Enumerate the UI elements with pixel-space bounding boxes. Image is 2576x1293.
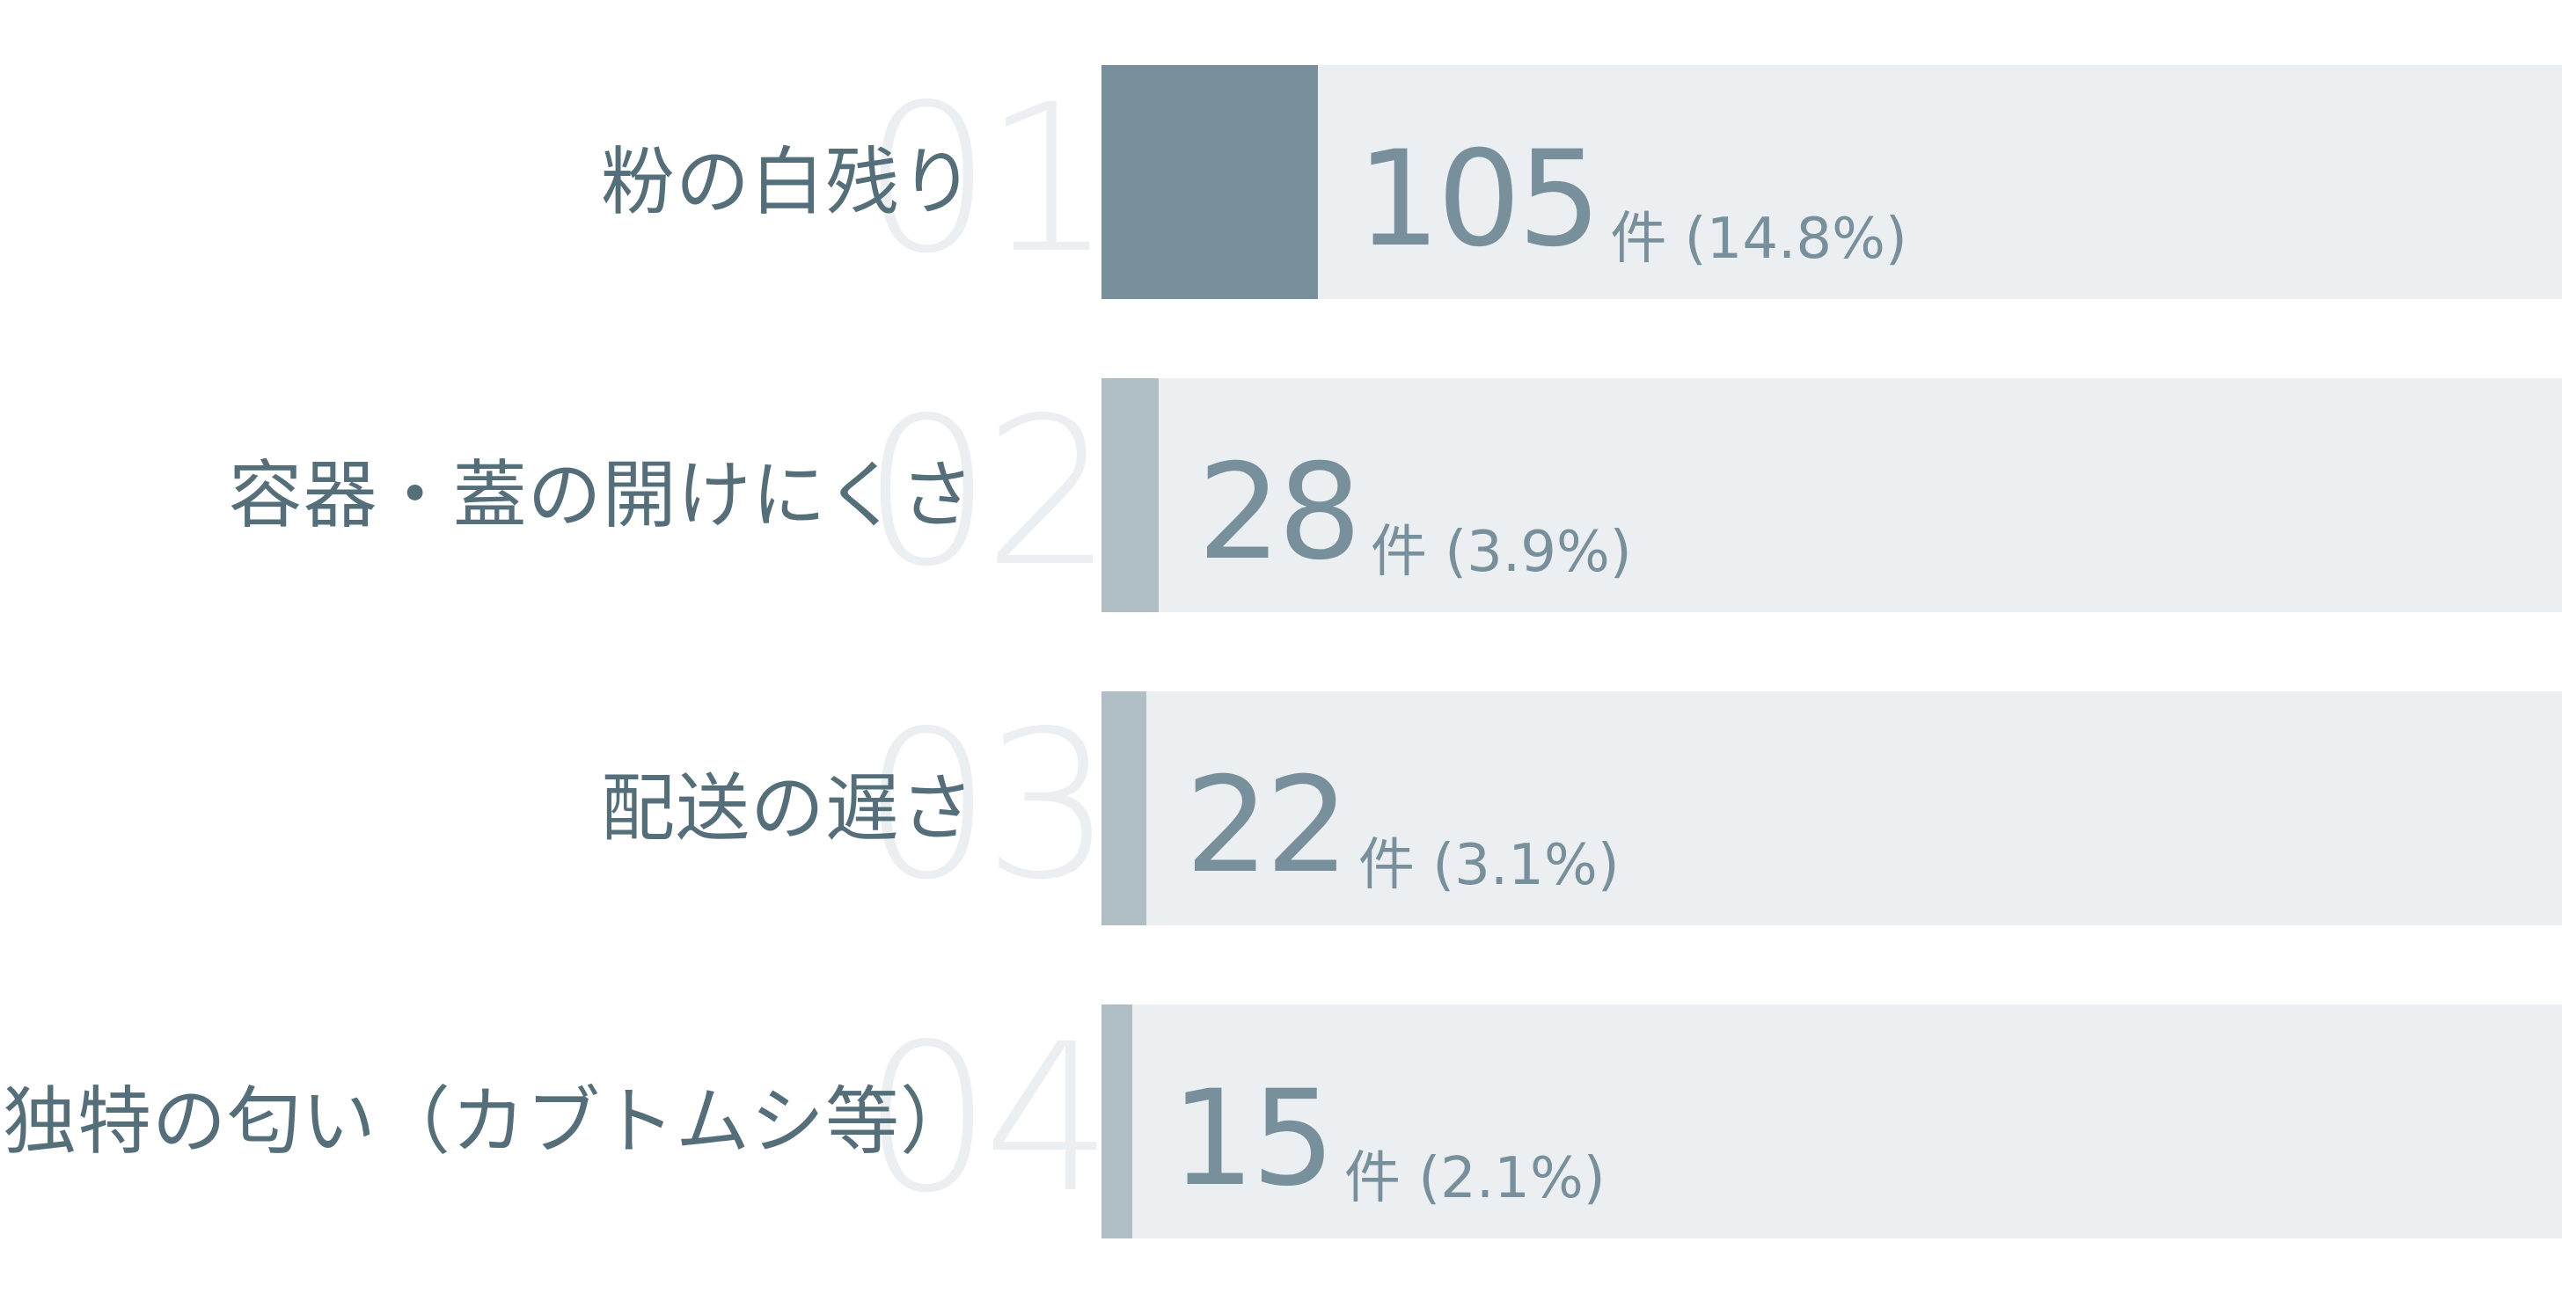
rank-number: 03 (862, 687, 1113, 924)
category-label: 粉の白残り (600, 139, 975, 225)
chart-row: 02 容器・蓋の開けにくさ 28 件 (3.9%) (0, 378, 2576, 612)
bar-track: 22 件 (3.1%) (1101, 691, 2562, 925)
category-label: 容器・蓋の開けにくさ (228, 452, 975, 538)
rank-number: 01 (862, 61, 1113, 298)
bar (1101, 378, 1159, 612)
bar (1101, 1004, 1132, 1238)
chart-row: 04 独特の匂い（カブトムシ等） 15 件 (2.1%) (0, 1004, 2576, 1238)
category-label: 独特の匂い（カブトムシ等） (2, 1078, 975, 1165)
value-unit-percent: 件 (14.8%) (1610, 207, 1907, 272)
bar-track: 15 件 (2.1%) (1101, 1004, 2562, 1238)
value-number: 28 (1197, 436, 1362, 589)
bar (1101, 691, 1146, 925)
chart-row: 03 配送の遅さ 22 件 (3.1%) (0, 691, 2576, 925)
bar-track: 105 件 (14.8%) (1101, 65, 2562, 299)
value-number: 15 (1171, 1063, 1336, 1216)
value-number: 22 (1185, 749, 1350, 902)
bar (1101, 65, 1318, 299)
value-number: 105 (1357, 123, 1601, 276)
chart-row: 01 粉の白残り 105 件 (14.8%) (0, 65, 2576, 299)
value-unit-percent: 件 (2.1%) (1343, 1146, 1606, 1211)
rank-number: 04 (862, 1000, 1113, 1238)
value-unit-percent: 件 (3.1%) (1358, 833, 1620, 898)
category-label: 配送の遅さ (600, 765, 975, 851)
rank-number: 02 (862, 374, 1113, 611)
bar-track: 28 件 (3.9%) (1101, 378, 2562, 612)
value-unit-percent: 件 (3.9%) (1370, 520, 1632, 585)
